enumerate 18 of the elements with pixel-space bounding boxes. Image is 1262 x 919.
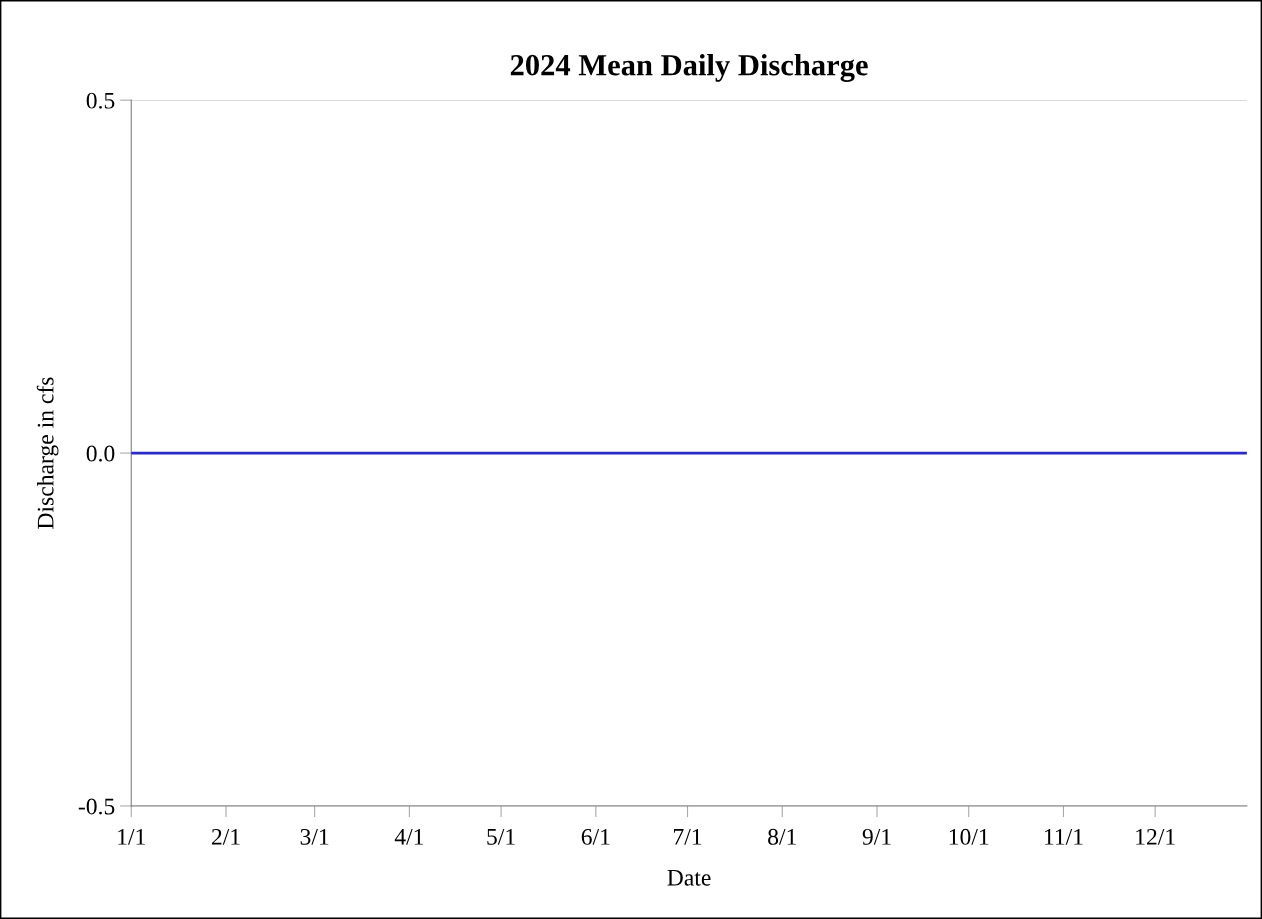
y-tick-label: -0.5 [78,798,115,815]
x-tick-label: 3/1 [300,828,329,845]
x-tick-label: 10/1 [949,828,989,845]
x-tick-label: 12/1 [1136,828,1175,845]
y-axis-title: Discharge in cfs [36,377,59,529]
x-tick-label: 7/1 [674,828,702,845]
y-tick-label: 0.0 [86,445,115,462]
x-tick-label: 4/1 [394,828,424,845]
x-tick-label: 2/1 [211,828,240,845]
y-tick-label: 0.5 [86,92,115,109]
x-tick-label: 1/1 [118,828,145,845]
x-tick-label: 5/1 [487,828,515,845]
x-tick-label: 6/1 [581,828,610,845]
x-tick-label: 9/1 [862,828,891,845]
x-tick-label: 8/1 [768,828,796,845]
x-axis-title: Date [667,869,711,886]
x-tick-label: 11/1 [1045,828,1083,845]
chart-title: 2024 Mean Daily Discharge [510,53,868,82]
